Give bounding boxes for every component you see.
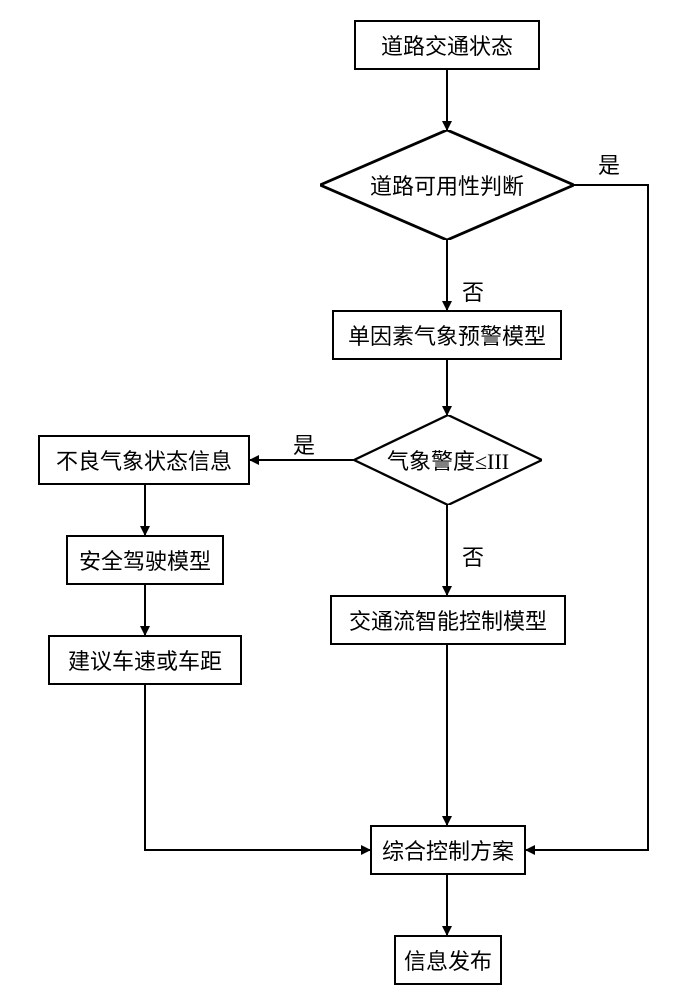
edge-label: 是: [598, 148, 620, 180]
node-label: 综合控制方案: [382, 834, 514, 866]
node-traffic-flow-control: 交通流智能控制模型: [330, 595, 566, 645]
node-label: 道路交通状态: [381, 29, 513, 61]
edge: [526, 185, 648, 850]
node-label: 气象警度≤III: [387, 444, 509, 476]
edge-label: 是: [293, 428, 315, 460]
node-label: 安全驾驶模型: [79, 544, 211, 576]
node-single-factor-model: 单因素气象预警模型: [332, 310, 562, 360]
node-safe-driving-model: 安全驾驶模型: [66, 535, 224, 585]
node-suggest-speed: 建议车速或车距: [48, 635, 242, 685]
node-label: 不良气象状态信息: [56, 444, 232, 476]
edge-label: 否: [462, 540, 484, 572]
edge-label: 否: [462, 275, 484, 307]
node-label: 交通流智能控制模型: [349, 604, 547, 636]
node-label: 道路可用性判断: [370, 169, 524, 201]
node-integrated-plan: 综合控制方案: [370, 825, 526, 875]
node-label: 单因素气象预警模型: [348, 319, 546, 351]
node-weather-level: 气象警度≤III: [354, 415, 542, 505]
node-road-availability: 道路可用性判断: [320, 130, 574, 240]
node-bad-weather-info: 不良气象状态信息: [38, 435, 250, 485]
node-label: 建议车速或车距: [68, 644, 222, 676]
edge: [145, 685, 370, 850]
node-info-publish: 信息发布: [394, 935, 502, 985]
node-traffic-state: 道路交通状态: [354, 20, 540, 70]
node-label: 信息发布: [404, 944, 492, 976]
